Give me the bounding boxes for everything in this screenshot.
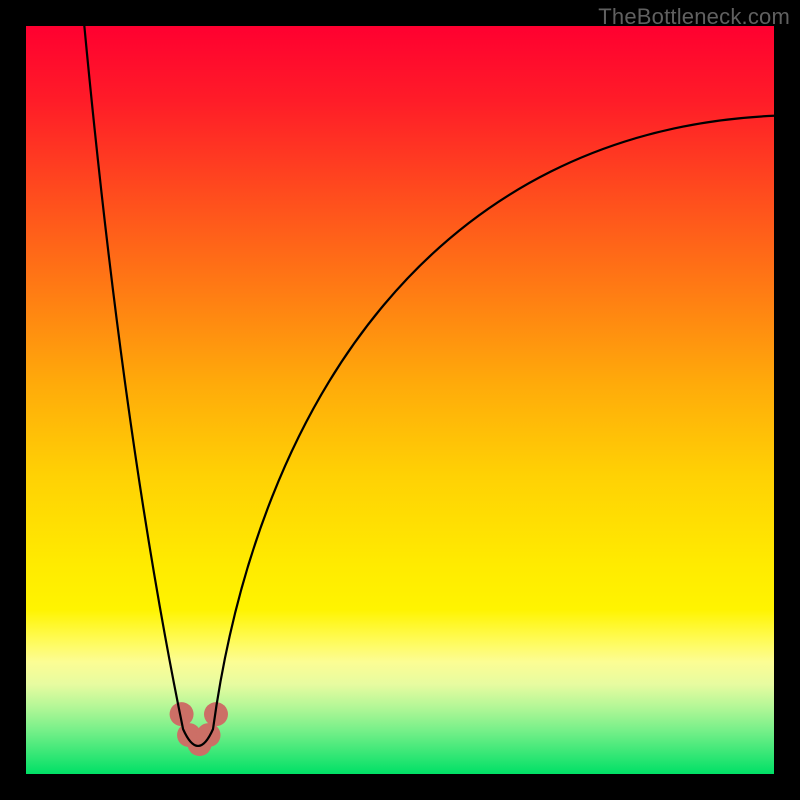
watermark-text: TheBottleneck.com: [598, 4, 790, 30]
bottleneck-chart: TheBottleneck.com: [0, 0, 800, 800]
plot-background: [26, 26, 774, 774]
valley-marker: [197, 723, 221, 747]
chart-svg: [0, 0, 800, 800]
